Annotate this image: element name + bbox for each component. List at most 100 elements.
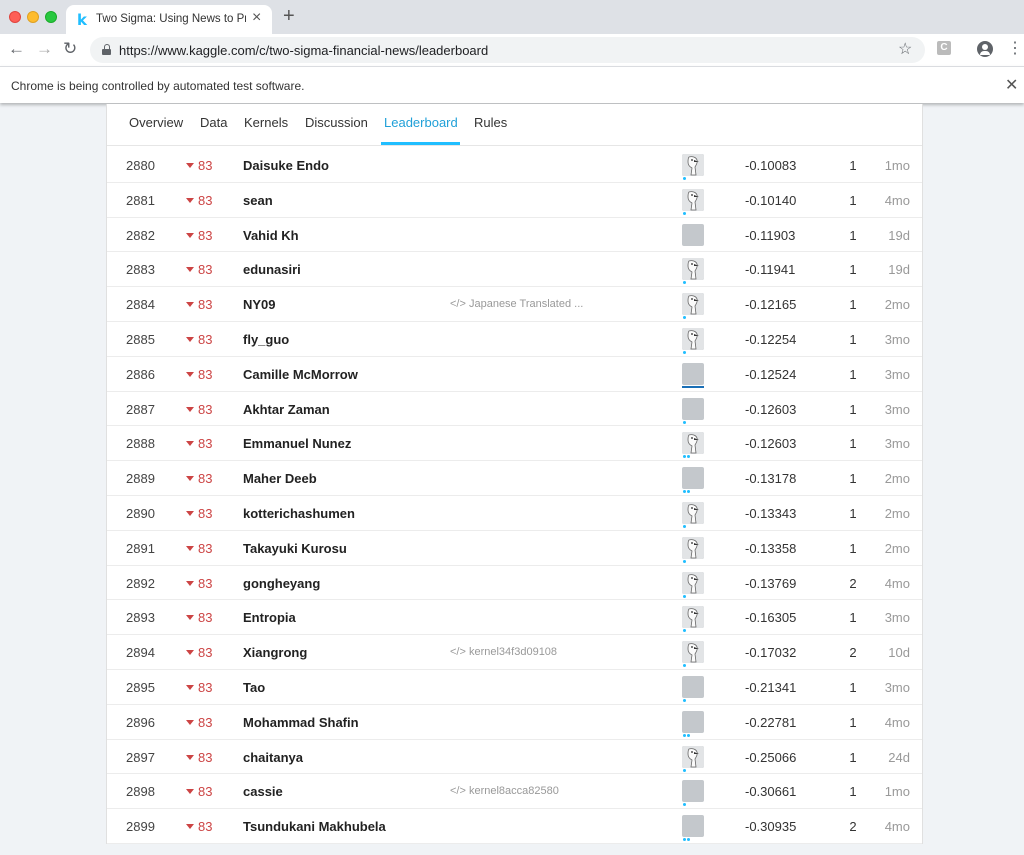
browser-tab[interactable]: k Two Sigma: Using News to Pre ×	[66, 5, 272, 34]
last-submission: 4mo	[884, 575, 910, 591]
table-row[interactable]: 2882 83 Vahid Kh -0.11903 1 19d	[107, 218, 922, 253]
tab-kernels[interactable]: Kernels	[244, 115, 289, 130]
table-row[interactable]: 2895 83 Tao -0.21341 1 3mo	[107, 670, 922, 705]
new-tab-icon[interactable]: +	[283, 5, 295, 27]
tab-overview[interactable]: Overview	[129, 115, 184, 130]
table-row[interactable]: 2881 83 sean -0.10140 1 4mo	[107, 183, 922, 218]
team-name[interactable]: sean	[243, 192, 273, 208]
forward-icon[interactable]: →	[36, 39, 53, 58]
team-name[interactable]: chaitanya	[243, 749, 303, 765]
entries-cell: 1	[849, 401, 857, 417]
rank-change-value: 83	[198, 540, 213, 556]
avatar[interactable]	[682, 397, 704, 420]
avatar[interactable]	[682, 815, 704, 838]
table-row[interactable]: 2894 83 Xiangrong </> kernel34f3d09108 -0.17…	[107, 635, 922, 670]
tab-data[interactable]: Data	[200, 115, 228, 130]
avatar[interactable]	[682, 362, 704, 385]
avatar[interactable]	[682, 710, 704, 733]
avatar[interactable]	[682, 641, 704, 664]
avatar[interactable]	[682, 327, 704, 350]
table-row[interactable]: 2888 83 Emmanuel Nunez -0.12603 1 3mo	[107, 426, 922, 462]
caret-down-icon	[186, 336, 194, 342]
profile-icon[interactable]	[977, 41, 993, 57]
team-name[interactable]: edunasiri	[243, 262, 301, 278]
table-row[interactable]: 2899 83 Tsundukani Makhubela -0.30935 2 4mo	[107, 809, 922, 844]
kernel-link[interactable]: </> kernel8acca82580	[450, 785, 559, 797]
tab-rules[interactable]: Rules	[474, 115, 508, 130]
table-row[interactable]: 2880 83 Daisuke Endo -0.10083 1 1mo	[107, 148, 922, 183]
kernel-link[interactable]: </> kernel34f3d09108	[450, 646, 557, 658]
team-name[interactable]: Camille McMorrow	[243, 366, 358, 382]
member-dots	[683, 594, 687, 598]
avatar[interactable]	[682, 467, 704, 490]
table-row[interactable]: 2896 83 Mohammad Shafin -0.22781 1 4mo	[107, 705, 922, 740]
last-submission: 24d	[888, 749, 910, 765]
avatar[interactable]	[682, 745, 704, 768]
team-name[interactable]: Takayuki Kurosu	[243, 540, 347, 556]
team-name[interactable]: Emmanuel Nunez	[243, 436, 352, 452]
team-name[interactable]: Mohammad Shafin	[243, 714, 359, 730]
avatar[interactable]	[682, 188, 704, 211]
menu-icon[interactable]: ⋮	[1007, 40, 1023, 57]
rank-change-value: 83	[198, 401, 213, 417]
team-name[interactable]: Xiangrong	[243, 645, 308, 661]
table-row[interactable]: 2897 83 chaitanya -0.25066 1 24d	[107, 740, 922, 775]
team-name[interactable]: gongheyang	[243, 575, 321, 591]
avatar[interactable]	[682, 432, 704, 455]
table-row[interactable]: 2885 83 fly_guo -0.12254 1 3mo	[107, 322, 922, 357]
caret-down-icon	[186, 719, 194, 725]
team-name[interactable]: Maher Deeb	[243, 471, 317, 487]
avatar[interactable]	[682, 501, 704, 524]
avatar[interactable]	[682, 780, 704, 803]
window-close-icon[interactable]	[9, 11, 21, 23]
avatar[interactable]	[682, 258, 704, 281]
team-name[interactable]: NY09	[243, 297, 276, 313]
avatar[interactable]	[682, 154, 704, 176]
table-row[interactable]: 2892 83 gongheyang -0.13769 2 4mo	[107, 566, 922, 601]
rank-change: 83	[186, 262, 212, 277]
table-row[interactable]: 2893 83 Entropia -0.16305 1 3mo	[107, 600, 922, 636]
tab-leaderboard[interactable]: Leaderboard	[384, 115, 458, 130]
window-minimize-icon[interactable]	[27, 11, 39, 23]
infobar-close-icon[interactable]: ✕	[1005, 77, 1019, 94]
table-row[interactable]: 2890 83 kotterichashumen -0.13343 1 2mo	[107, 496, 922, 531]
bookmark-star-icon[interactable]: ☆	[898, 41, 913, 58]
team-name[interactable]: Tao	[243, 679, 266, 695]
last-submission: 4mo	[884, 714, 910, 730]
leaderboard-rows: 2880 83 Daisuke Endo -0.10083 1 1mo 2881 83 sean…	[107, 148, 922, 844]
team-name[interactable]: kotterichashumen	[243, 505, 355, 521]
table-row[interactable]: 2891 83 Takayuki Kurosu -0.13358 1 2mo	[107, 531, 922, 566]
score-cell: -0.12524	[745, 366, 797, 382]
last-submission: 4mo	[884, 819, 910, 835]
team-name[interactable]: fly_guo	[243, 331, 290, 347]
team-name[interactable]: cassie	[243, 784, 283, 800]
automation-infobar: Chrome is being controlled by automated …	[0, 66, 1024, 103]
tab-discussion[interactable]: Discussion	[305, 115, 368, 130]
avatar[interactable]	[682, 293, 704, 316]
team-name[interactable]: Vahid Kh	[243, 227, 299, 243]
avatar[interactable]	[682, 571, 704, 594]
avatar[interactable]	[682, 536, 704, 559]
team-name[interactable]: Tsundukani Makhubela	[243, 819, 386, 835]
table-row[interactable]: 2889 83 Maher Deeb -0.13178 1 2mo	[107, 461, 922, 496]
team-name[interactable]: Daisuke Endo	[243, 158, 329, 173]
team-name[interactable]: Entropia	[243, 610, 296, 626]
address-bar[interactable]: https://www.kaggle.com/c/two-sigma-finan…	[90, 37, 925, 63]
back-icon[interactable]: ←	[8, 39, 25, 58]
table-row[interactable]: 2898 83 cassie </> kernel8acca82580 -0.30661…	[107, 774, 922, 810]
table-row[interactable]: 2884 83 NY09 </> Japanese Translated ... -0.…	[107, 287, 922, 322]
reload-icon[interactable]: ↻	[63, 39, 78, 58]
table-row[interactable]: 2886 83 Camille McMorrow -0.12524 1 3mo	[107, 357, 922, 392]
kernel-link[interactable]: </> Japanese Translated ...	[450, 298, 583, 310]
avatar[interactable]	[682, 675, 704, 698]
avatar[interactable]	[682, 223, 704, 246]
window-zoom-icon[interactable]	[45, 11, 57, 23]
extension-icon[interactable]: C	[937, 41, 951, 55]
rank-change: 83	[186, 819, 212, 834]
tab-close-icon[interactable]: ×	[252, 9, 262, 26]
avatar[interactable]	[682, 606, 704, 629]
table-row[interactable]: 2887 83 Akhtar Zaman -0.12603 1 3mo	[107, 392, 922, 427]
team-name[interactable]: Akhtar Zaman	[243, 401, 330, 417]
caret-down-icon	[186, 545, 194, 551]
table-row[interactable]: 2883 83 edunasiri -0.11941 1 19d	[107, 252, 922, 288]
